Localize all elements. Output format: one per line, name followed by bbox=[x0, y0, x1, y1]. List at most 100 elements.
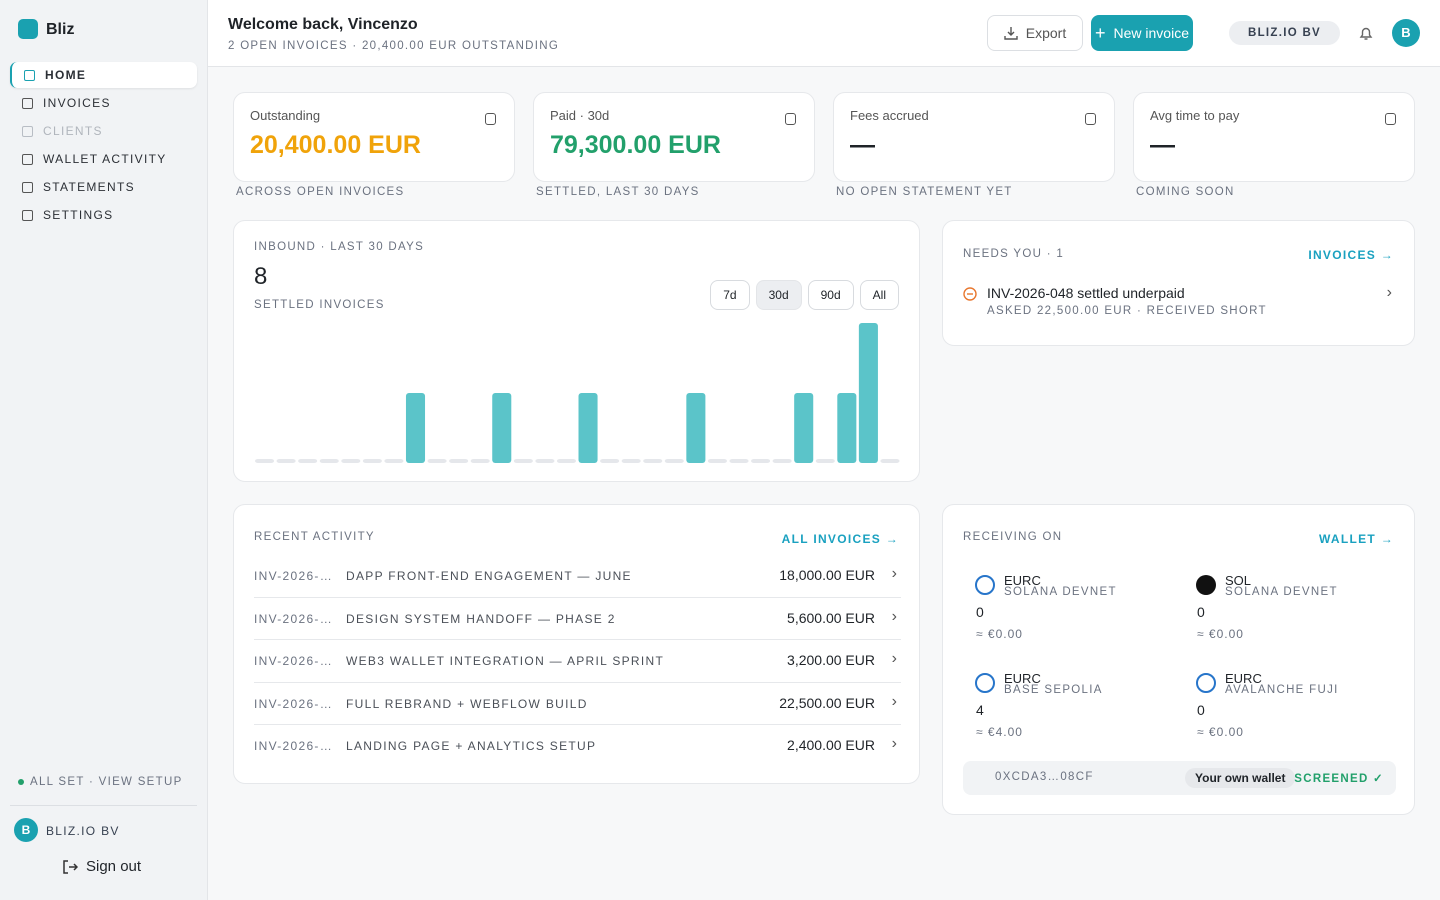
fiat: ≈ €0.00 bbox=[1197, 725, 1244, 739]
bar bbox=[405, 393, 426, 463]
nav-item[interactable]: CLIENTS bbox=[10, 118, 197, 144]
sign-out[interactable]: Sign out bbox=[62, 858, 141, 875]
receiving-title: RECEIVING ON bbox=[963, 531, 1063, 543]
invoice-id: INV-2026-… bbox=[254, 654, 334, 668]
nav-item[interactable]: WALLET ACTIVITY bbox=[10, 146, 197, 172]
invoice-amount: 2,400.00 EUR bbox=[787, 737, 875, 753]
org-name: BLIZ.IO BV bbox=[46, 824, 120, 838]
nav-label: CLIENTS bbox=[43, 124, 103, 138]
wallet-bar: 0XCDA3…08CF Your own wallet SCREENED ✓ bbox=[963, 761, 1396, 795]
nav-item[interactable]: HOME bbox=[10, 62, 197, 88]
bar bbox=[751, 459, 771, 463]
stat-card: Paid · 30d 79,300.00 EUR bbox=[533, 92, 815, 182]
receiving-card: RECEIVING ON WALLET → EURC SOLANA DEVNET 0… bbox=[942, 504, 1415, 815]
activity-row[interactable]: INV-2026-… DAPP FRONT-END ENGAGEMENT — JU… bbox=[254, 555, 901, 598]
range-button[interactable]: All bbox=[859, 280, 899, 310]
activity-row[interactable]: INV-2026-… LANDING PAGE + ANALYTICS SETUP… bbox=[254, 725, 901, 768]
network: AVALANCHE FUJI bbox=[1225, 684, 1339, 696]
token: EURC bbox=[1225, 671, 1262, 686]
range-button[interactable]: 30d bbox=[755, 280, 802, 310]
stat-icon bbox=[785, 113, 796, 125]
network: SOLANA DEVNET bbox=[1225, 586, 1338, 598]
export-button[interactable]: Export bbox=[987, 15, 1083, 51]
nav-icon bbox=[22, 181, 33, 193]
nav-icon bbox=[22, 125, 33, 137]
stat-note: ACROSS OPEN INVOICES bbox=[236, 186, 405, 198]
stat-note: SETTLED, LAST 30 DAYS bbox=[536, 186, 700, 198]
brand: Bliz bbox=[46, 21, 75, 38]
activity-row[interactable]: INV-2026-… FULL REBRAND + WEBFLOW BUILD 22… bbox=[254, 683, 901, 725]
inbound-count-label: SETTLED INVOICES bbox=[254, 299, 385, 311]
logo bbox=[18, 19, 38, 39]
new-invoice-button[interactable]: + New invoice bbox=[1091, 15, 1193, 51]
network: SOLANA DEVNET bbox=[1004, 586, 1117, 598]
fiat: ≈ €4.00 bbox=[976, 725, 1023, 739]
warning-icon bbox=[963, 287, 977, 301]
invoice-amount: 3,200.00 EUR bbox=[787, 652, 875, 668]
setup-link[interactable]: ALL SET · VIEW SETUP bbox=[18, 776, 183, 788]
invoice-id: INV-2026-… bbox=[254, 569, 334, 583]
sidebar: Bliz HOME INVOICES CLIENTS WALLET ACTIVITY S… bbox=[0, 0, 208, 900]
stat-value: 20,400.00 EUR bbox=[250, 131, 421, 159]
bar bbox=[341, 459, 361, 463]
invoice-desc: DAPP FRONT-END ENGAGEMENT — JUNE bbox=[346, 569, 632, 583]
nav-item[interactable]: SETTINGS bbox=[10, 202, 197, 228]
nav-item[interactable]: INVOICES bbox=[10, 90, 197, 116]
bar bbox=[255, 459, 275, 463]
bar bbox=[384, 459, 404, 463]
chevron: › bbox=[891, 692, 897, 710]
stat-icon bbox=[1085, 113, 1096, 125]
invoice-id: INV-2026-… bbox=[254, 739, 334, 753]
bar bbox=[470, 459, 490, 463]
export-text: Export bbox=[1025, 25, 1067, 41]
stat-note: COMING SOON bbox=[1136, 186, 1235, 198]
range-button[interactable]: 90d bbox=[807, 280, 854, 310]
org-chip[interactable]: BLIZ.IO BV bbox=[1229, 21, 1340, 45]
token: SOL bbox=[1225, 573, 1252, 588]
receiving-link[interactable]: WALLET → bbox=[1318, 532, 1394, 546]
stat-card: Outstanding 20,400.00 EUR bbox=[233, 92, 515, 182]
fiat: ≈ €0.00 bbox=[976, 627, 1023, 641]
nav-item[interactable]: STATEMENTS bbox=[10, 174, 197, 200]
invoice-amount: 22,500.00 EUR bbox=[779, 694, 875, 711]
invoice-id: INV-2026-… bbox=[254, 611, 334, 626]
recent-title: RECENT ACTIVITY bbox=[254, 531, 375, 543]
org-avatar: B bbox=[14, 818, 38, 842]
range-button[interactable]: 7d bbox=[710, 280, 750, 310]
invoice-desc: LANDING PAGE + ANALYTICS SETUP bbox=[346, 739, 597, 753]
token-icon bbox=[975, 673, 995, 693]
setup-text: ALL SET · VIEW SETUP bbox=[30, 776, 183, 788]
recent-link[interactable]: ALL INVOICES → bbox=[781, 532, 899, 546]
stat-label: Fees accrued bbox=[850, 108, 929, 123]
nav-icon bbox=[22, 153, 33, 165]
activity-row[interactable]: INV-2026-… DESIGN SYSTEM HANDOFF — PHASE … bbox=[254, 598, 901, 640]
needs-link[interactable]: INVOICES → bbox=[1308, 248, 1394, 262]
sign-out-text: Sign out bbox=[86, 858, 142, 875]
welcome: Welcome back, Vincenzo bbox=[228, 16, 418, 33]
token-icon bbox=[975, 575, 995, 595]
bar bbox=[362, 459, 382, 463]
invoice-id: INV-2026-… bbox=[254, 696, 334, 711]
token: EURC bbox=[1004, 573, 1041, 588]
nav-label: INVOICES bbox=[43, 96, 111, 110]
stat-card: Fees accrued — bbox=[833, 92, 1115, 182]
fiat: ≈ €0.00 bbox=[1197, 627, 1244, 641]
bar bbox=[298, 459, 318, 463]
chevron: › bbox=[891, 565, 897, 582]
bar bbox=[600, 459, 620, 463]
nav-icon bbox=[22, 209, 33, 221]
bar bbox=[729, 459, 749, 463]
bell-icon[interactable] bbox=[1358, 25, 1374, 41]
bar bbox=[707, 459, 727, 463]
bar bbox=[319, 459, 339, 463]
stat-note: NO OPEN STATEMENT YET bbox=[836, 186, 1013, 198]
bar bbox=[858, 323, 878, 463]
nav-label: SETTINGS bbox=[43, 208, 114, 222]
stat-label: Avg time to pay bbox=[1150, 108, 1240, 123]
user-avatar[interactable]: B bbox=[1392, 19, 1420, 47]
invoice-desc: WEB3 WALLET INTEGRATION — APRIL SPRINT bbox=[346, 654, 665, 668]
activity-row[interactable]: INV-2026-… WEB3 WALLET INTEGRATION — APRI… bbox=[254, 640, 901, 683]
needs-item-title[interactable]: INV-2026-048 settled underpaid bbox=[987, 285, 1185, 301]
bar bbox=[643, 459, 663, 463]
